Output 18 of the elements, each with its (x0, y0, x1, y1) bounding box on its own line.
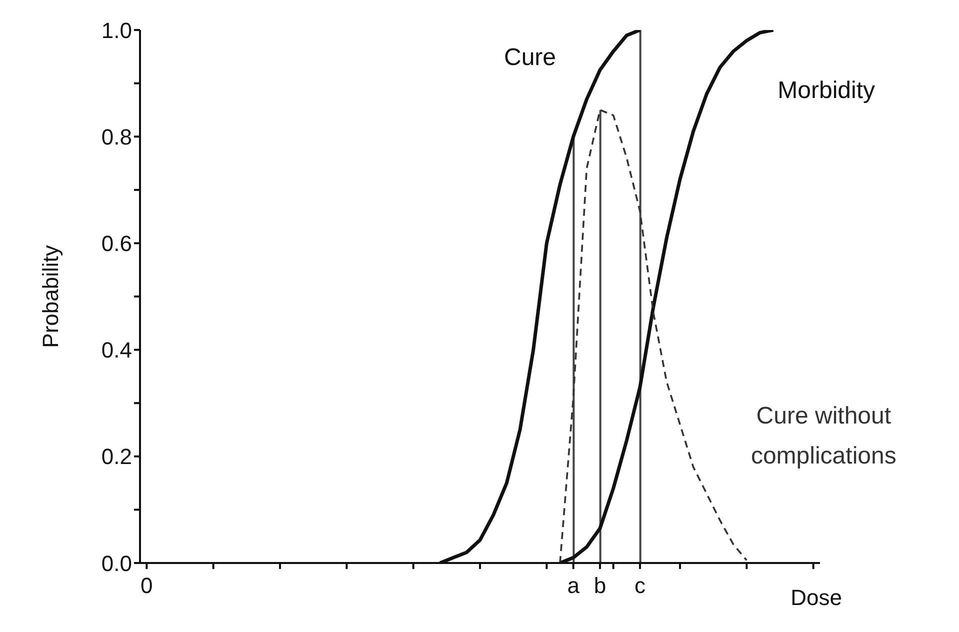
x-tick-label: 0 (140, 573, 153, 598)
x-tick-label: a (567, 573, 580, 598)
y-tick-label: 1.0 (101, 18, 132, 43)
y-tick-label: 0.0 (101, 550, 132, 576)
y-axis-title: Probability (38, 245, 63, 348)
y-tick-label: 0.8 (101, 124, 132, 150)
series-label: Morbidity (778, 77, 876, 104)
text: Cure without complications (750, 402, 896, 470)
y-tick-label: 0.2 (101, 444, 132, 470)
series-label: Cure (504, 44, 556, 71)
bar (599, 110, 602, 563)
x-tick-label: c (634, 573, 646, 598)
x-axis-title: Dose (790, 585, 842, 610)
x-tick-label: b (594, 573, 606, 598)
line-series (559, 109, 748, 563)
bar (639, 30, 642, 563)
y-tick-label: 0.4 (101, 338, 132, 363)
y-tick-label: 0.6 (101, 231, 132, 256)
